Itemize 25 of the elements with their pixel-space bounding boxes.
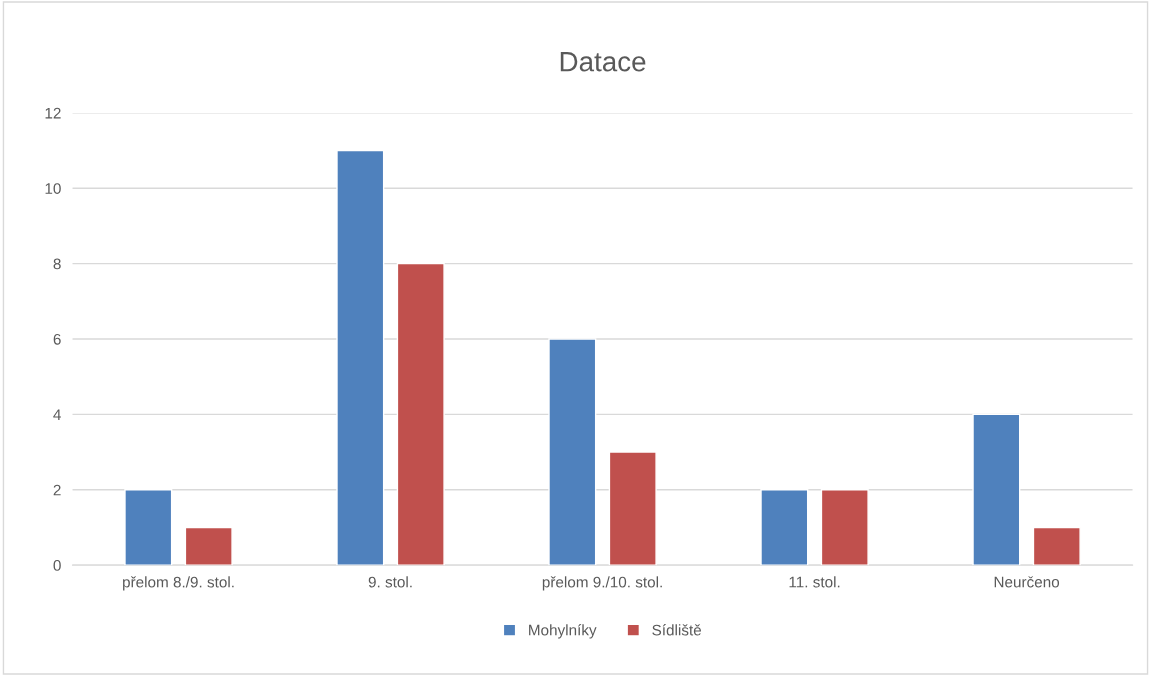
- legend-label: Sídliště: [652, 624, 702, 636]
- bar: [760, 489, 809, 566]
- bar: [124, 489, 173, 566]
- x-tick-label: přelom 8./9. stol.: [123, 576, 234, 591]
- y-tick-label: 10: [45, 183, 61, 194]
- y-tick-label: 6: [53, 333, 61, 345]
- bar: [1032, 526, 1081, 566]
- y-tick-label: 12: [45, 107, 61, 119]
- y-tick-label: 4: [53, 409, 61, 420]
- x-tick-label: 11. stol.: [789, 576, 840, 588]
- bar: [184, 526, 233, 566]
- y-tick-label: 0: [53, 560, 61, 571]
- chart-title: Datace: [560, 52, 646, 72]
- x-tick-label: přelom 9./10. stol.: [542, 576, 662, 591]
- x-tick-label: 9. stol.: [368, 576, 412, 588]
- y-tick-label: 2: [53, 484, 61, 496]
- x-tick-label: Neurčeno: [994, 576, 1060, 588]
- bar: [820, 489, 869, 566]
- bar: [972, 413, 1021, 566]
- legend-label: Mohylníky: [529, 624, 597, 639]
- y-tick-label: 8: [53, 258, 61, 270]
- bar: [396, 262, 445, 566]
- bar: [336, 149, 385, 566]
- bar: [548, 338, 597, 566]
- bar: [608, 451, 657, 566]
